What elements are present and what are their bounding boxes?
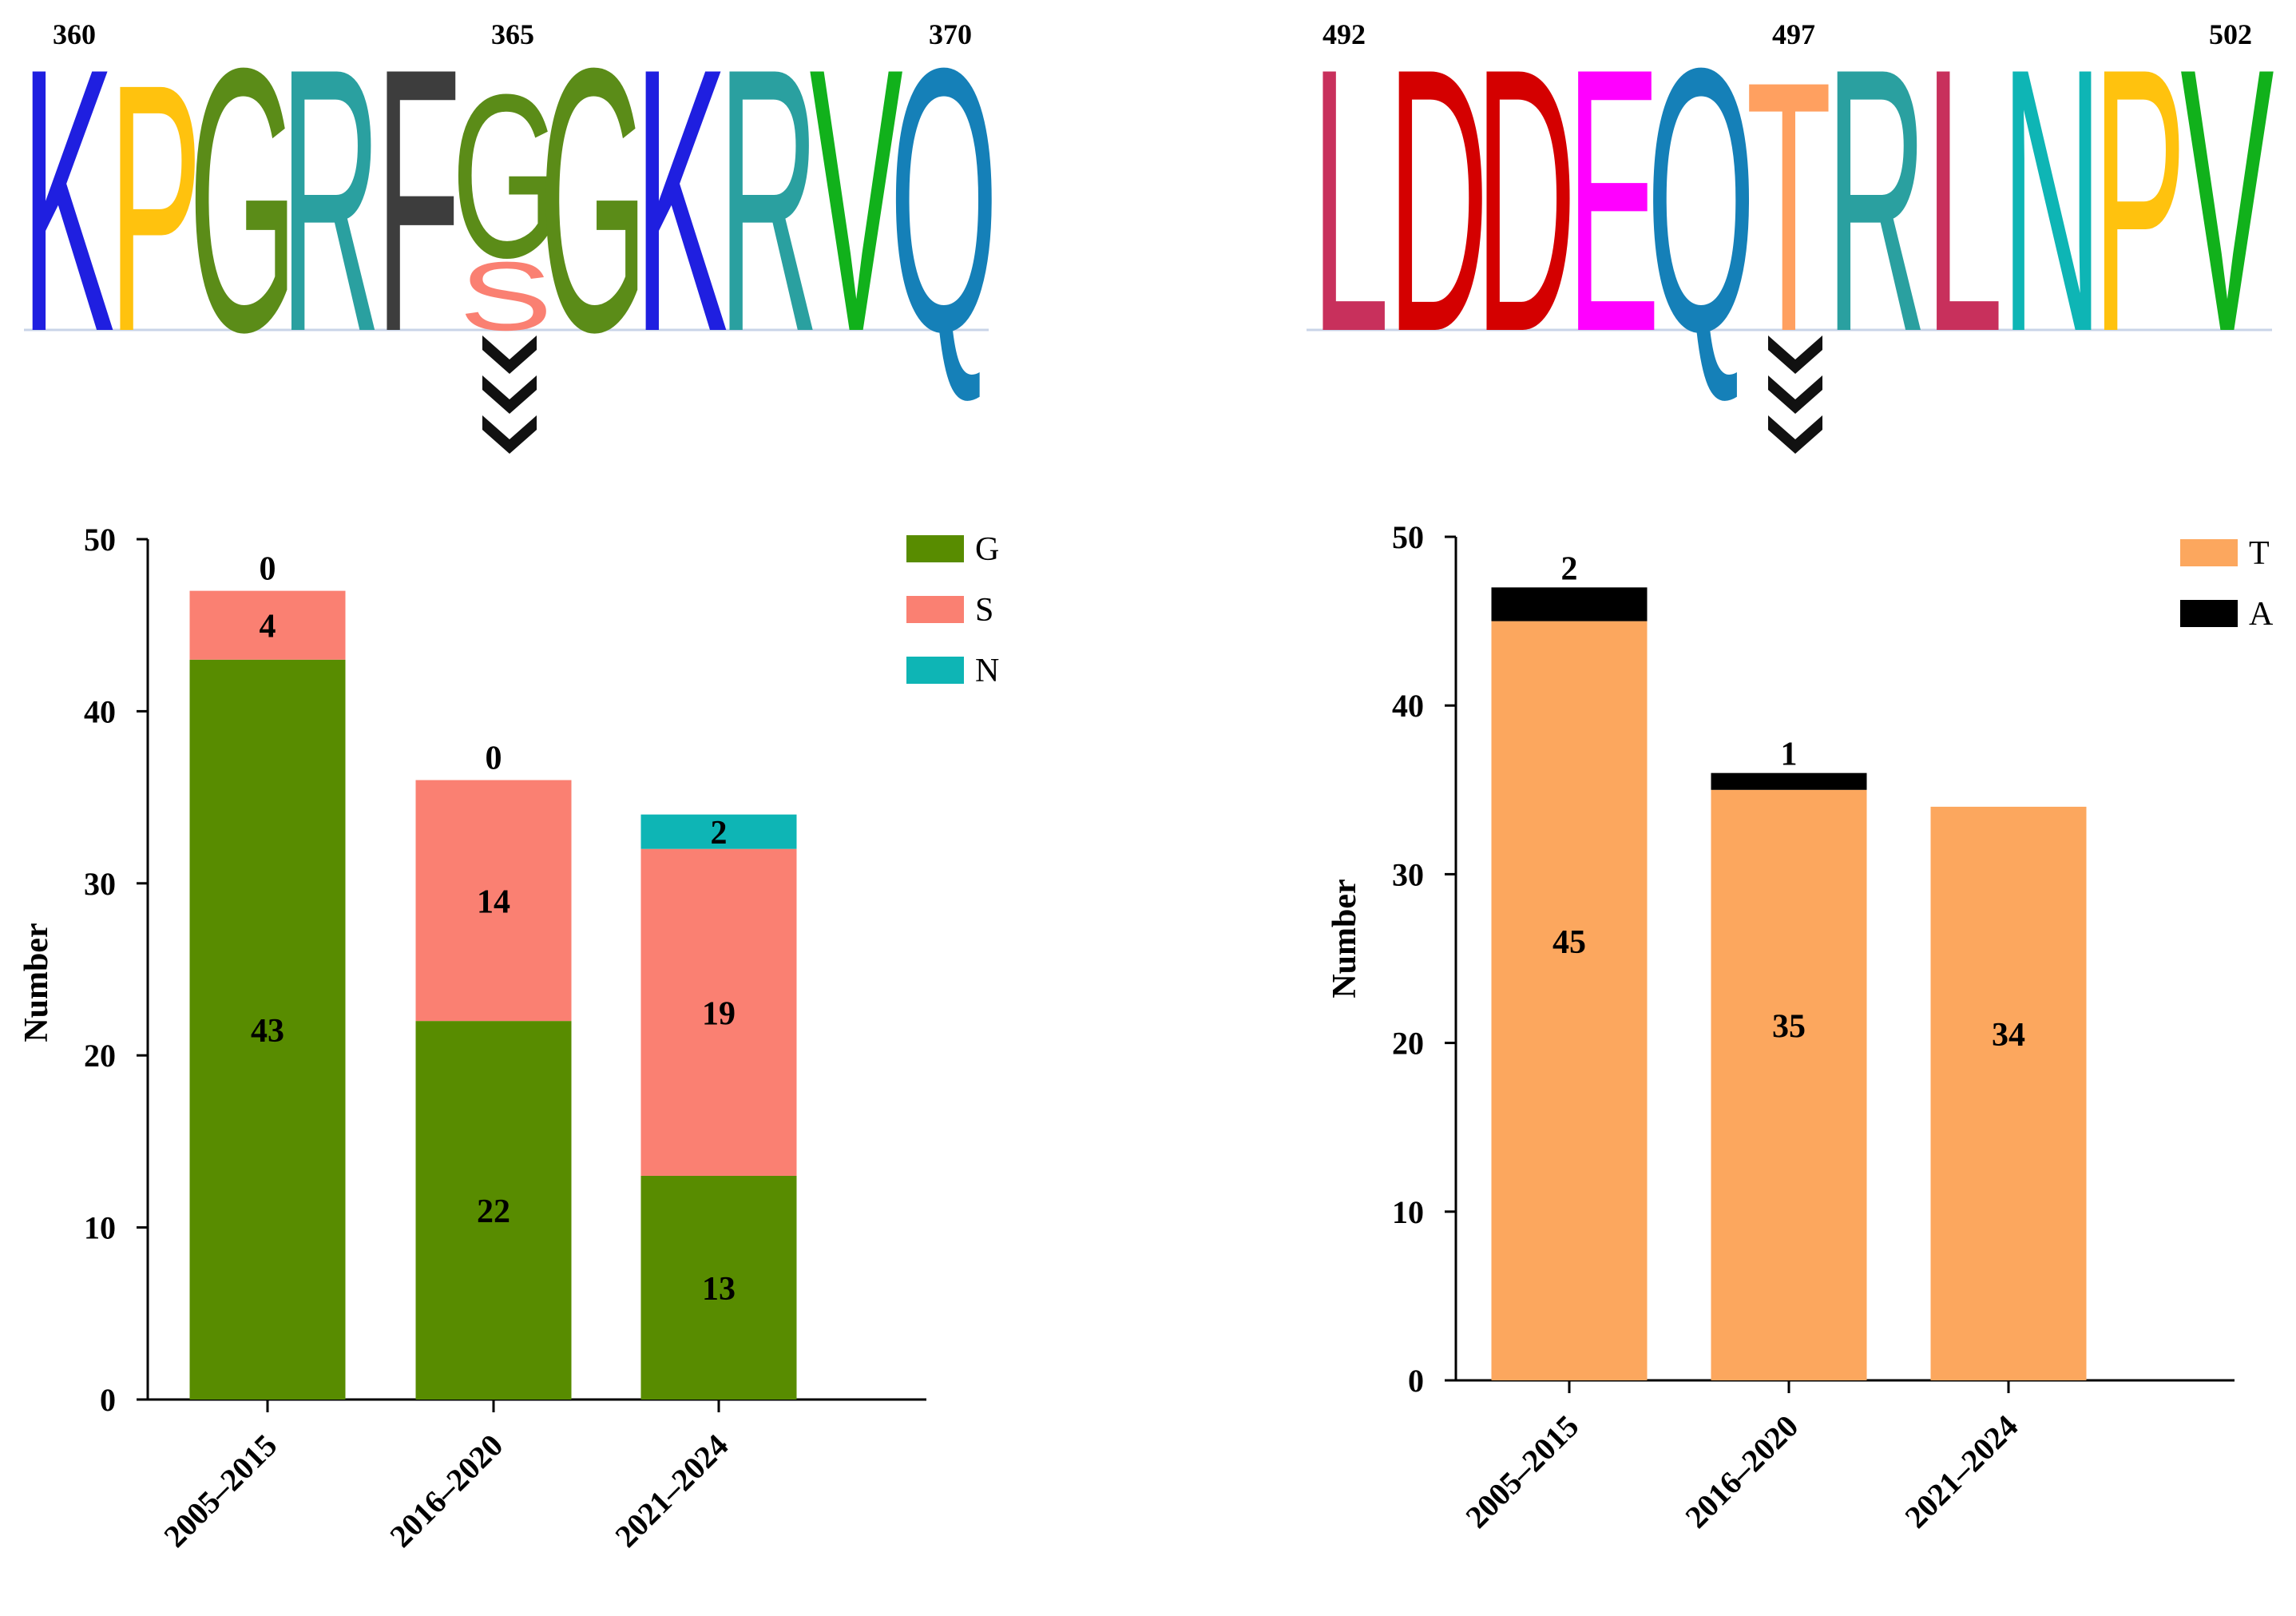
logo-letter: P bbox=[2093, 0, 2187, 411]
x-tick-label: 2005–2015 bbox=[157, 1427, 284, 1554]
legend-label: A bbox=[2249, 596, 2274, 633]
logo-letter: K bbox=[21, 0, 114, 411]
data-label: 35 bbox=[1772, 1008, 1806, 1045]
logo-letter: D bbox=[1475, 0, 1576, 411]
data-label: 14 bbox=[477, 883, 510, 920]
logo-letter: D bbox=[1387, 0, 1489, 411]
legend-label: T bbox=[2249, 535, 2270, 572]
bar-segment-T bbox=[1491, 621, 1648, 1380]
logo-letter: E bbox=[1567, 0, 1660, 411]
logo-position-label: 492 bbox=[1322, 18, 1366, 50]
logo-letter: G bbox=[451, 46, 561, 306]
logo-letter: Q bbox=[890, 0, 999, 411]
legend: GSN bbox=[906, 531, 999, 689]
data-label: 13 bbox=[702, 1271, 736, 1308]
bar-segment-T bbox=[1930, 806, 2087, 1380]
bar-segment-T bbox=[1711, 789, 1867, 1380]
logo-letter: N bbox=[2001, 0, 2103, 411]
y-tick-label: 20 bbox=[84, 1038, 116, 1074]
bar-segment-S bbox=[640, 848, 797, 1176]
legend-swatch bbox=[906, 657, 964, 684]
legend-label: S bbox=[975, 592, 993, 629]
bars bbox=[1491, 587, 2087, 1380]
bar-segment-A bbox=[1711, 772, 1867, 790]
y-tick-label: 0 bbox=[100, 1382, 116, 1418]
data-label: 2 bbox=[711, 815, 728, 852]
legend-label: N bbox=[975, 653, 999, 689]
logo-letter: K bbox=[634, 0, 728, 411]
y-axis-label: Number bbox=[18, 923, 55, 1042]
data-label: 4 bbox=[260, 609, 276, 645]
y-tick-label: 50 bbox=[1392, 519, 1424, 555]
x-tick-label: 2021–2024 bbox=[608, 1427, 735, 1554]
bar-segment-A bbox=[1491, 587, 1648, 621]
data-label: 0 bbox=[486, 741, 502, 777]
x-tick-label: 2021–2024 bbox=[1897, 1408, 2024, 1535]
y-tick-label: 40 bbox=[1392, 688, 1424, 724]
logo-letter: V bbox=[810, 0, 904, 411]
y-tick-label: 0 bbox=[1408, 1363, 1424, 1399]
legend: TA bbox=[2180, 535, 2274, 633]
logo-letter: P bbox=[109, 12, 202, 406]
data-label: 1 bbox=[1781, 737, 1798, 773]
legend-swatch bbox=[906, 535, 964, 562]
data-label: 19 bbox=[702, 995, 736, 1032]
data-label: 0 bbox=[260, 551, 276, 588]
y-tick-label: 10 bbox=[1392, 1194, 1424, 1230]
x-tick-label: 2005–2015 bbox=[1458, 1408, 1585, 1535]
y-tick-label: 10 bbox=[84, 1210, 116, 1246]
logo-letter: R bbox=[1826, 0, 1927, 411]
logo-letter: R bbox=[718, 0, 819, 411]
logo-letter: Q bbox=[1647, 0, 1756, 411]
x-tick-label: 2016–2020 bbox=[1678, 1408, 1805, 1535]
bar-segment-S bbox=[189, 590, 346, 660]
x-tick-label: 2016–2020 bbox=[383, 1427, 510, 1554]
logo-position-label: 370 bbox=[929, 18, 972, 50]
bar-segment-G bbox=[189, 659, 346, 1400]
logo-letter: T bbox=[1746, 7, 1831, 406]
data-label: 2 bbox=[1561, 550, 1578, 587]
logo-position-label: 360 bbox=[53, 18, 96, 50]
y-tick-label: 50 bbox=[84, 522, 116, 558]
data-labels: 43 4 0 22 14 0 13 19 2 bbox=[251, 551, 736, 1308]
logo-letter: G bbox=[188, 0, 298, 411]
y-tick-label: 40 bbox=[84, 693, 116, 729]
logo-letter: R bbox=[280, 0, 382, 411]
logo-letter: V bbox=[2180, 0, 2274, 411]
data-label: 22 bbox=[477, 1193, 510, 1230]
bar-segment-G bbox=[415, 1021, 572, 1400]
logo-minor-letter: S bbox=[459, 242, 553, 351]
logo-position-label: 365 bbox=[491, 18, 534, 50]
logo-letter: F bbox=[375, 0, 461, 411]
logo-letter: G bbox=[539, 0, 648, 411]
y-tick-label: 30 bbox=[84, 866, 116, 902]
y-tick-label: 20 bbox=[1392, 1026, 1424, 1062]
triple-chevron-down-icon bbox=[482, 336, 537, 454]
y-tick-label: 30 bbox=[1392, 856, 1424, 892]
data-label: 43 bbox=[251, 1013, 284, 1050]
legend-swatch bbox=[2180, 600, 2238, 627]
legend-swatch bbox=[906, 596, 964, 623]
triple-chevron-down-icon bbox=[1768, 336, 1822, 454]
logo-position-label: 502 bbox=[2209, 18, 2252, 50]
logo-letter: L bbox=[1311, 0, 1390, 411]
bar-segment-G bbox=[640, 1175, 797, 1400]
legend-label: G bbox=[975, 531, 999, 568]
data-labels: 45 2 35 1 34 bbox=[1552, 550, 2025, 1054]
bar-segment-N bbox=[640, 814, 797, 849]
legend-swatch bbox=[2180, 539, 2238, 566]
data-label: 45 bbox=[1552, 924, 1586, 961]
bar-segment-S bbox=[415, 780, 572, 1022]
y-axis-label: Number bbox=[1326, 879, 1363, 998]
logo-letter: L bbox=[1925, 0, 2004, 411]
stacked-bar-chart-right: 0 10 20 30 40 50 2005–2015 2016–2020 2021–2024 Nu… bbox=[1326, 519, 2274, 1535]
bars bbox=[189, 590, 797, 1400]
data-label: 34 bbox=[1992, 1017, 2025, 1054]
logo-position-label: 497 bbox=[1772, 18, 1815, 50]
